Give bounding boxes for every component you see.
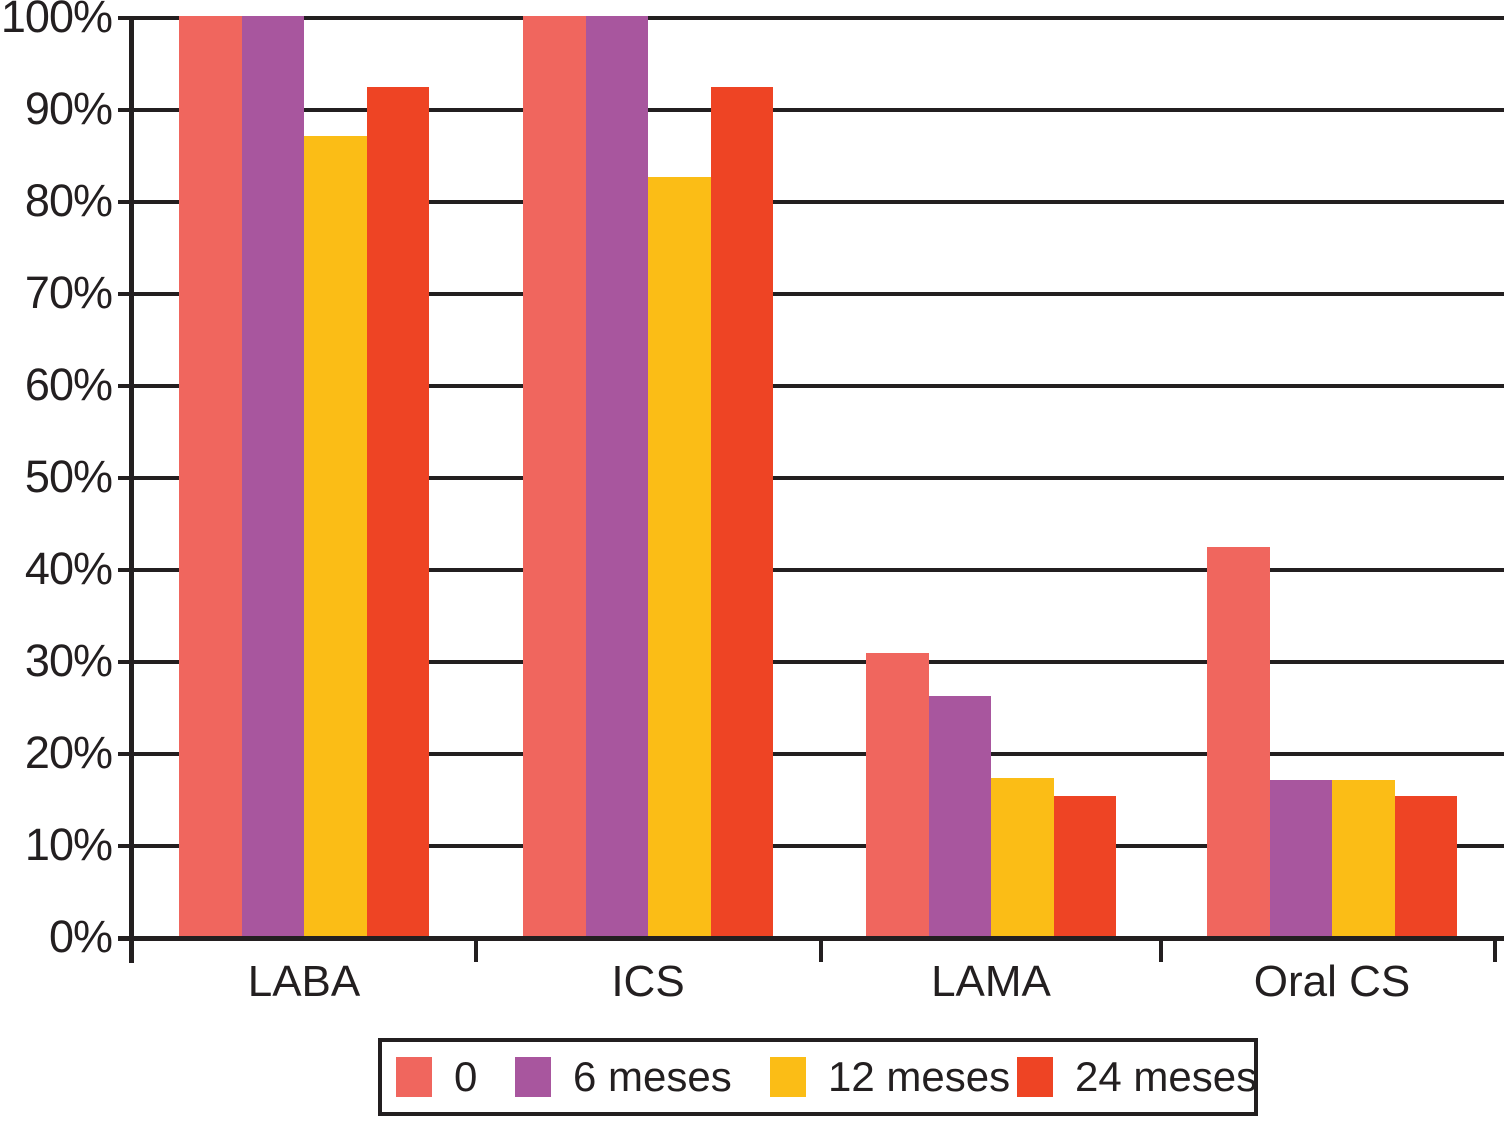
- x-axis-tick: [474, 938, 478, 962]
- legend-swatch-6-meses: [515, 1057, 551, 1097]
- bar-ics-6-meses: [585, 16, 648, 936]
- legend-swatch-12-meses: [770, 1057, 806, 1097]
- x-axis-category-label-oral-cs: Oral CS: [1253, 957, 1411, 1006]
- y-axis-tick-label: 70%: [24, 266, 113, 318]
- gridline-50-percent: [118, 476, 1504, 480]
- y-axis-tick-label: 100%: [0, 0, 113, 42]
- x-axis-category-label-lama: LAMA: [931, 957, 1051, 1006]
- y-axis-tick-label: 50%: [24, 450, 113, 502]
- bar-laba-6-meses: [241, 16, 304, 936]
- bar-ics-0: [523, 16, 586, 936]
- gridline-10-percent: [118, 844, 1504, 848]
- bar-oral-cs-12-meses: [1332, 779, 1395, 936]
- legend-item-0: 0: [396, 1042, 477, 1112]
- x-axis-category-label-laba: LABA: [247, 957, 361, 1006]
- legend: 0 6 meses 12 meses 24 meses: [378, 1038, 1258, 1116]
- gridline-40-percent: [118, 568, 1504, 572]
- x-axis-tick: [1493, 938, 1497, 962]
- bar-oral-cs-6-meses: [1269, 779, 1332, 936]
- bar-laba-0: [179, 16, 242, 936]
- x-axis-tick: [1159, 938, 1163, 962]
- y-axis-tick-label: 0%: [48, 910, 113, 962]
- y-axis-tick-label: 80%: [24, 174, 113, 226]
- bar-lama-24-meses: [1053, 796, 1116, 936]
- x-axis-category-label-ics: ICS: [611, 957, 685, 1006]
- x-axis-tick: [819, 938, 823, 962]
- gridline-90-percent: [118, 108, 1504, 112]
- legend-swatch-0: [396, 1057, 432, 1097]
- legend-label: 0: [454, 1053, 478, 1100]
- gridline-100-percent: [118, 16, 1504, 20]
- y-axis-tick-label: 10%: [24, 818, 113, 870]
- x-axis: [118, 936, 1504, 941]
- legend-label: 12 meses: [828, 1053, 1011, 1100]
- y-axis: [129, 16, 134, 963]
- bar-lama-6-meses: [928, 695, 991, 936]
- y-axis-tick-label: 40%: [24, 542, 113, 594]
- y-axis-tick-label: 60%: [24, 358, 113, 410]
- bar-ics-12-meses: [648, 177, 711, 936]
- legend-label: 6 meses: [573, 1053, 732, 1100]
- gridline-30-percent: [118, 660, 1504, 664]
- legend-label: 24 meses: [1075, 1053, 1258, 1100]
- gridline-20-percent: [118, 752, 1504, 756]
- y-axis-tick-label: 90%: [24, 82, 113, 134]
- gridline-80-percent: [118, 200, 1504, 204]
- legend-item-12-meses: 12 meses: [770, 1042, 1010, 1112]
- bar-laba-12-meses: [304, 135, 367, 936]
- legend-item-6-meses: 6 meses: [515, 1042, 732, 1112]
- gridline-70-percent: [118, 292, 1504, 296]
- legend-item-24-meses: 24 meses: [1017, 1042, 1257, 1112]
- bar-oral-cs-0: [1207, 546, 1270, 936]
- bar-lama-12-meses: [991, 777, 1054, 936]
- legend-swatch-24-meses: [1017, 1057, 1053, 1097]
- y-axis-tick-label: 20%: [24, 726, 113, 778]
- bar-oral-cs-24-meses: [1394, 796, 1457, 936]
- bar-lama-0: [866, 652, 929, 936]
- y-axis-tick-label: 30%: [24, 634, 113, 686]
- bar-ics-24-meses: [710, 86, 773, 936]
- gridline-60-percent: [118, 384, 1504, 388]
- bar-laba-24-meses: [366, 86, 429, 936]
